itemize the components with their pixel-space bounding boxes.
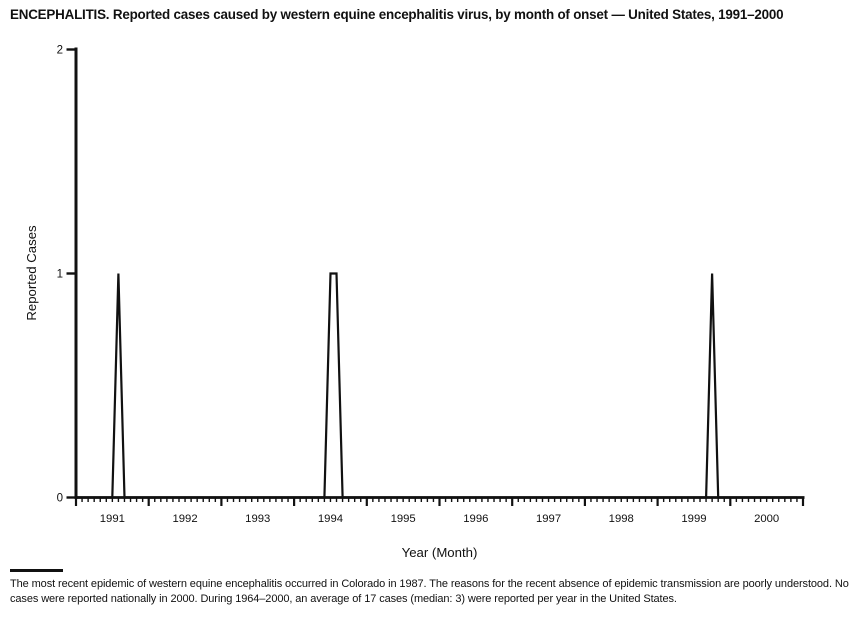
x-axis-title: Year (Month) <box>402 545 478 560</box>
footnote-rule <box>10 569 63 572</box>
x-tick-label: 1992 <box>172 513 197 525</box>
y-axis-title: Reported Cases <box>24 225 39 321</box>
y-tick-label: 0 <box>57 493 63 505</box>
x-tick-label: 1999 <box>681 513 706 525</box>
x-tick-label: 1997 <box>536 513 561 525</box>
chart-title: ENCEPHALITIS. Reported cases caused by w… <box>10 7 784 22</box>
x-tick-label: 1996 <box>463 513 488 525</box>
y-tick-label: 1 <box>57 269 63 281</box>
y-tick-label: 2 <box>57 45 63 57</box>
x-tick-label: 1991 <box>100 513 125 525</box>
x-tick-label: 2000 <box>754 513 779 525</box>
footnote-text: The most recent epidemic of western equi… <box>10 578 849 606</box>
x-tick-label: 1998 <box>609 513 634 525</box>
line-chart: 1991 1992 1993 1994 1995 1996 1997 1998 1999 2000… <box>24 45 805 560</box>
x-tick-label: 1995 <box>391 513 416 525</box>
cases-line <box>76 272 797 499</box>
x-tick-label: 1993 <box>245 513 270 525</box>
x-tick-label: 1994 <box>318 513 343 525</box>
